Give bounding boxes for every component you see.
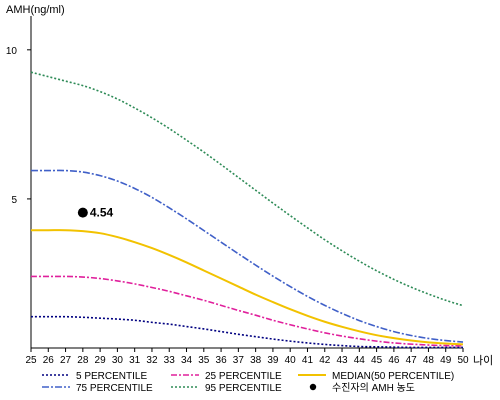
x-axis-title: 나이	[473, 354, 493, 367]
legend-label: 25 PERCENTILE	[205, 371, 282, 382]
y-tick-label: 10	[6, 46, 18, 57]
legend-swatch-marker	[309, 383, 317, 391]
x-tick-label: 35	[198, 355, 210, 366]
patient-amh-point	[77, 207, 88, 218]
legend-label: 5 PERCENTILE	[76, 371, 147, 382]
x-tick-label: 40	[285, 355, 297, 366]
x-tick-label: 46	[388, 355, 400, 366]
x-tick-label: 33	[164, 355, 176, 366]
x-tick-label: 43	[336, 355, 348, 366]
x-tick-label: 34	[181, 355, 193, 366]
x-tick-label: 26	[43, 355, 55, 366]
x-tick-label: 50	[457, 355, 469, 366]
x-tick-label: 37	[233, 355, 245, 366]
series-line-95-percentile	[30, 71, 464, 307]
series-line-5-percentile	[31, 315, 463, 349]
x-tick-label: 27	[60, 355, 72, 366]
series-line-25-percentile	[31, 275, 464, 347]
legend-label: 95 PERCENTILE	[205, 383, 282, 394]
x-tick-label: 47	[406, 355, 418, 366]
marker-layer: 4.54	[77, 206, 114, 220]
x-tick-label: 31	[129, 355, 141, 366]
legend-label: 75 PERCENTILE	[76, 383, 153, 394]
series-layer	[30, 71, 464, 349]
x-tick-label: 36	[216, 355, 228, 366]
x-tick-label: 41	[302, 355, 314, 366]
x-tick-label: 28	[77, 355, 89, 366]
legend: 5 PERCENTILE 25 PERCENTILE MEDIAN(50 PERCE…	[42, 371, 454, 394]
series-line-median-50-percentile	[30, 229, 464, 346]
axes: 5 10 25 26 27 28 29 30 31 32 33 34 35 36 37 38 39 40 41 42 4…	[6, 16, 469, 366]
y-tick-label: 5	[11, 195, 17, 206]
x-tick-label: 30	[112, 355, 124, 366]
series-line-75-percentile	[31, 169, 464, 343]
x-tick-label: 42	[319, 355, 331, 366]
legend-label: 수진자의 AMH 농도	[332, 382, 415, 394]
x-tick-label: 49	[440, 355, 452, 366]
legend-label: MEDIAN(50 PERCENTILE)	[332, 371, 454, 382]
x-tick-label: 29	[95, 355, 107, 366]
y-axis-title: AMH(ng/ml)	[6, 4, 65, 16]
x-tick-label: 39	[267, 355, 279, 366]
x-tick-label: 32	[146, 355, 158, 366]
x-tick-label: 44	[354, 355, 366, 366]
x-tick-label: 38	[250, 355, 262, 366]
x-tick-label: 45	[371, 355, 383, 366]
x-tick-label: 25	[25, 355, 37, 366]
patient-amh-label: 4.54	[90, 206, 114, 220]
x-tick-label: 48	[423, 355, 435, 366]
